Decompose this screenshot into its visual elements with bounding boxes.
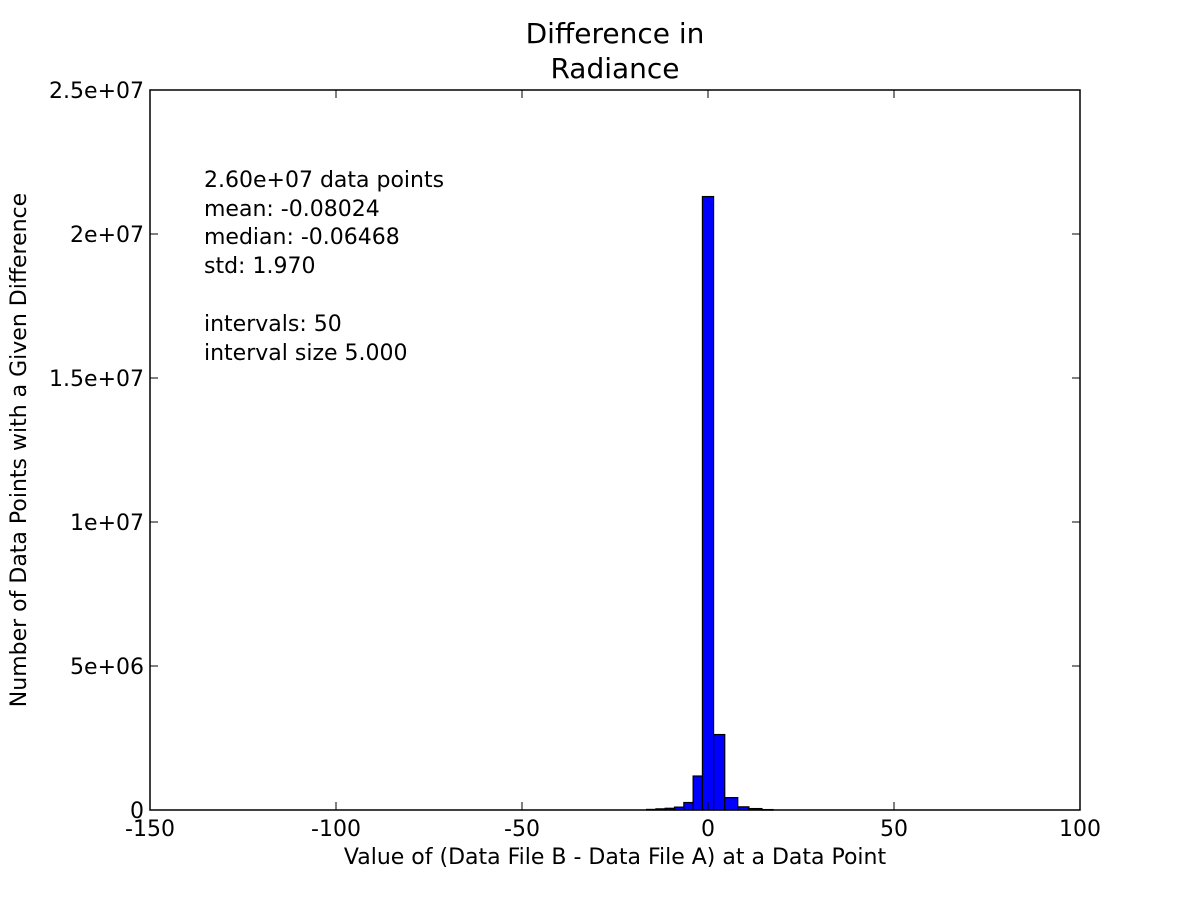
histogram-bars — [646, 195, 774, 811]
histogram-bar-4 — [683, 801, 694, 811]
stats-line-std: std: 1.970 — [204, 254, 315, 279]
histogram-bar-8 — [724, 797, 739, 811]
y-tick-label-0: 0 — [130, 799, 144, 824]
x-tick-label-5: 100 — [1059, 817, 1101, 842]
x-tick-label-1: -100 — [311, 817, 361, 842]
y-tick-label-3: 1.5e+07 — [49, 367, 144, 392]
stats-annotation: 2.60e+07 data points mean: -0.08024 medi… — [204, 168, 444, 366]
x-tick-label-3: 0 — [701, 817, 715, 842]
stats-line-count: 2.60e+07 data points — [204, 168, 444, 193]
chart-title-line-2: Radiance — [550, 52, 679, 85]
y-tick-label-1: 5e+06 — [70, 655, 144, 680]
x-tick-label-4: 50 — [880, 817, 908, 842]
stats-line-interval-size: interval size 5.000 — [204, 341, 408, 366]
plot-frame — [149, 89, 1081, 811]
y-tick-label-5: 2.5e+07 — [49, 79, 144, 104]
x-tick-label-2: -50 — [504, 817, 540, 842]
stats-line-mean: mean: -0.08024 — [204, 197, 380, 222]
chart-title-line-1: Difference in — [526, 17, 705, 50]
stats-line-intervals: intervals: 50 — [204, 312, 342, 337]
histogram-bar-5 — [692, 775, 704, 811]
x-tick-label-0: -150 — [125, 817, 175, 842]
y-axis-label: Number of Data Points with a Given Diffe… — [7, 193, 32, 707]
y-tick-label-4: 2e+07 — [70, 223, 144, 248]
x-axis-label: Value of (Data File B - Data File A) at … — [344, 845, 887, 870]
y-tick-label-2: 1e+07 — [70, 511, 144, 536]
axis-ticks: -150 -100 -50 0 50 100 0 5e+06 1e+07 1.5e+07 2e+07… — [49, 79, 1101, 842]
histogram-bar-7 — [712, 733, 726, 811]
histogram-bar-6 — [701, 195, 715, 811]
stats-line-median: median: -0.06468 — [204, 225, 400, 250]
